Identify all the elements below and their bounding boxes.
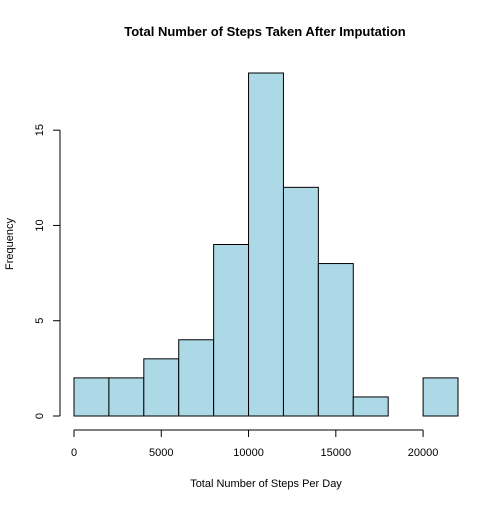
y-axis: 0 5 10 15 (34, 124, 61, 419)
histogram-bar (108, 377, 145, 417)
y-tick-label: 5 (34, 318, 46, 324)
histogram-bar (282, 186, 319, 417)
x-axis-label: Total Number of Steps Per Day (190, 478, 342, 490)
histogram-bar (73, 377, 110, 417)
y-tick-label: 15 (34, 124, 46, 136)
x-tick-label: 0 (71, 447, 77, 459)
bars-group (73, 72, 459, 417)
histogram-bar (422, 377, 459, 417)
y-tick-label: 0 (34, 413, 46, 419)
histogram-bar (248, 72, 284, 417)
histogram-bar (352, 396, 389, 417)
histogram-bar (143, 358, 180, 417)
x-axis: 0 5000 10000 15000 20000 (71, 429, 439, 459)
chart-title: Total Number of Steps Taken After Imputa… (124, 24, 406, 39)
histogram-bar (213, 244, 250, 417)
y-axis-label: Frequency (4, 218, 16, 270)
x-tick-label: 20000 (408, 447, 439, 459)
x-tick-label: 10000 (233, 447, 264, 459)
x-tick-label: 15000 (321, 447, 352, 459)
x-tick-label: 5000 (149, 447, 173, 459)
histogram-bar (178, 339, 215, 417)
histogram-bar (317, 263, 354, 417)
y-tick-label: 10 (34, 219, 46, 231)
